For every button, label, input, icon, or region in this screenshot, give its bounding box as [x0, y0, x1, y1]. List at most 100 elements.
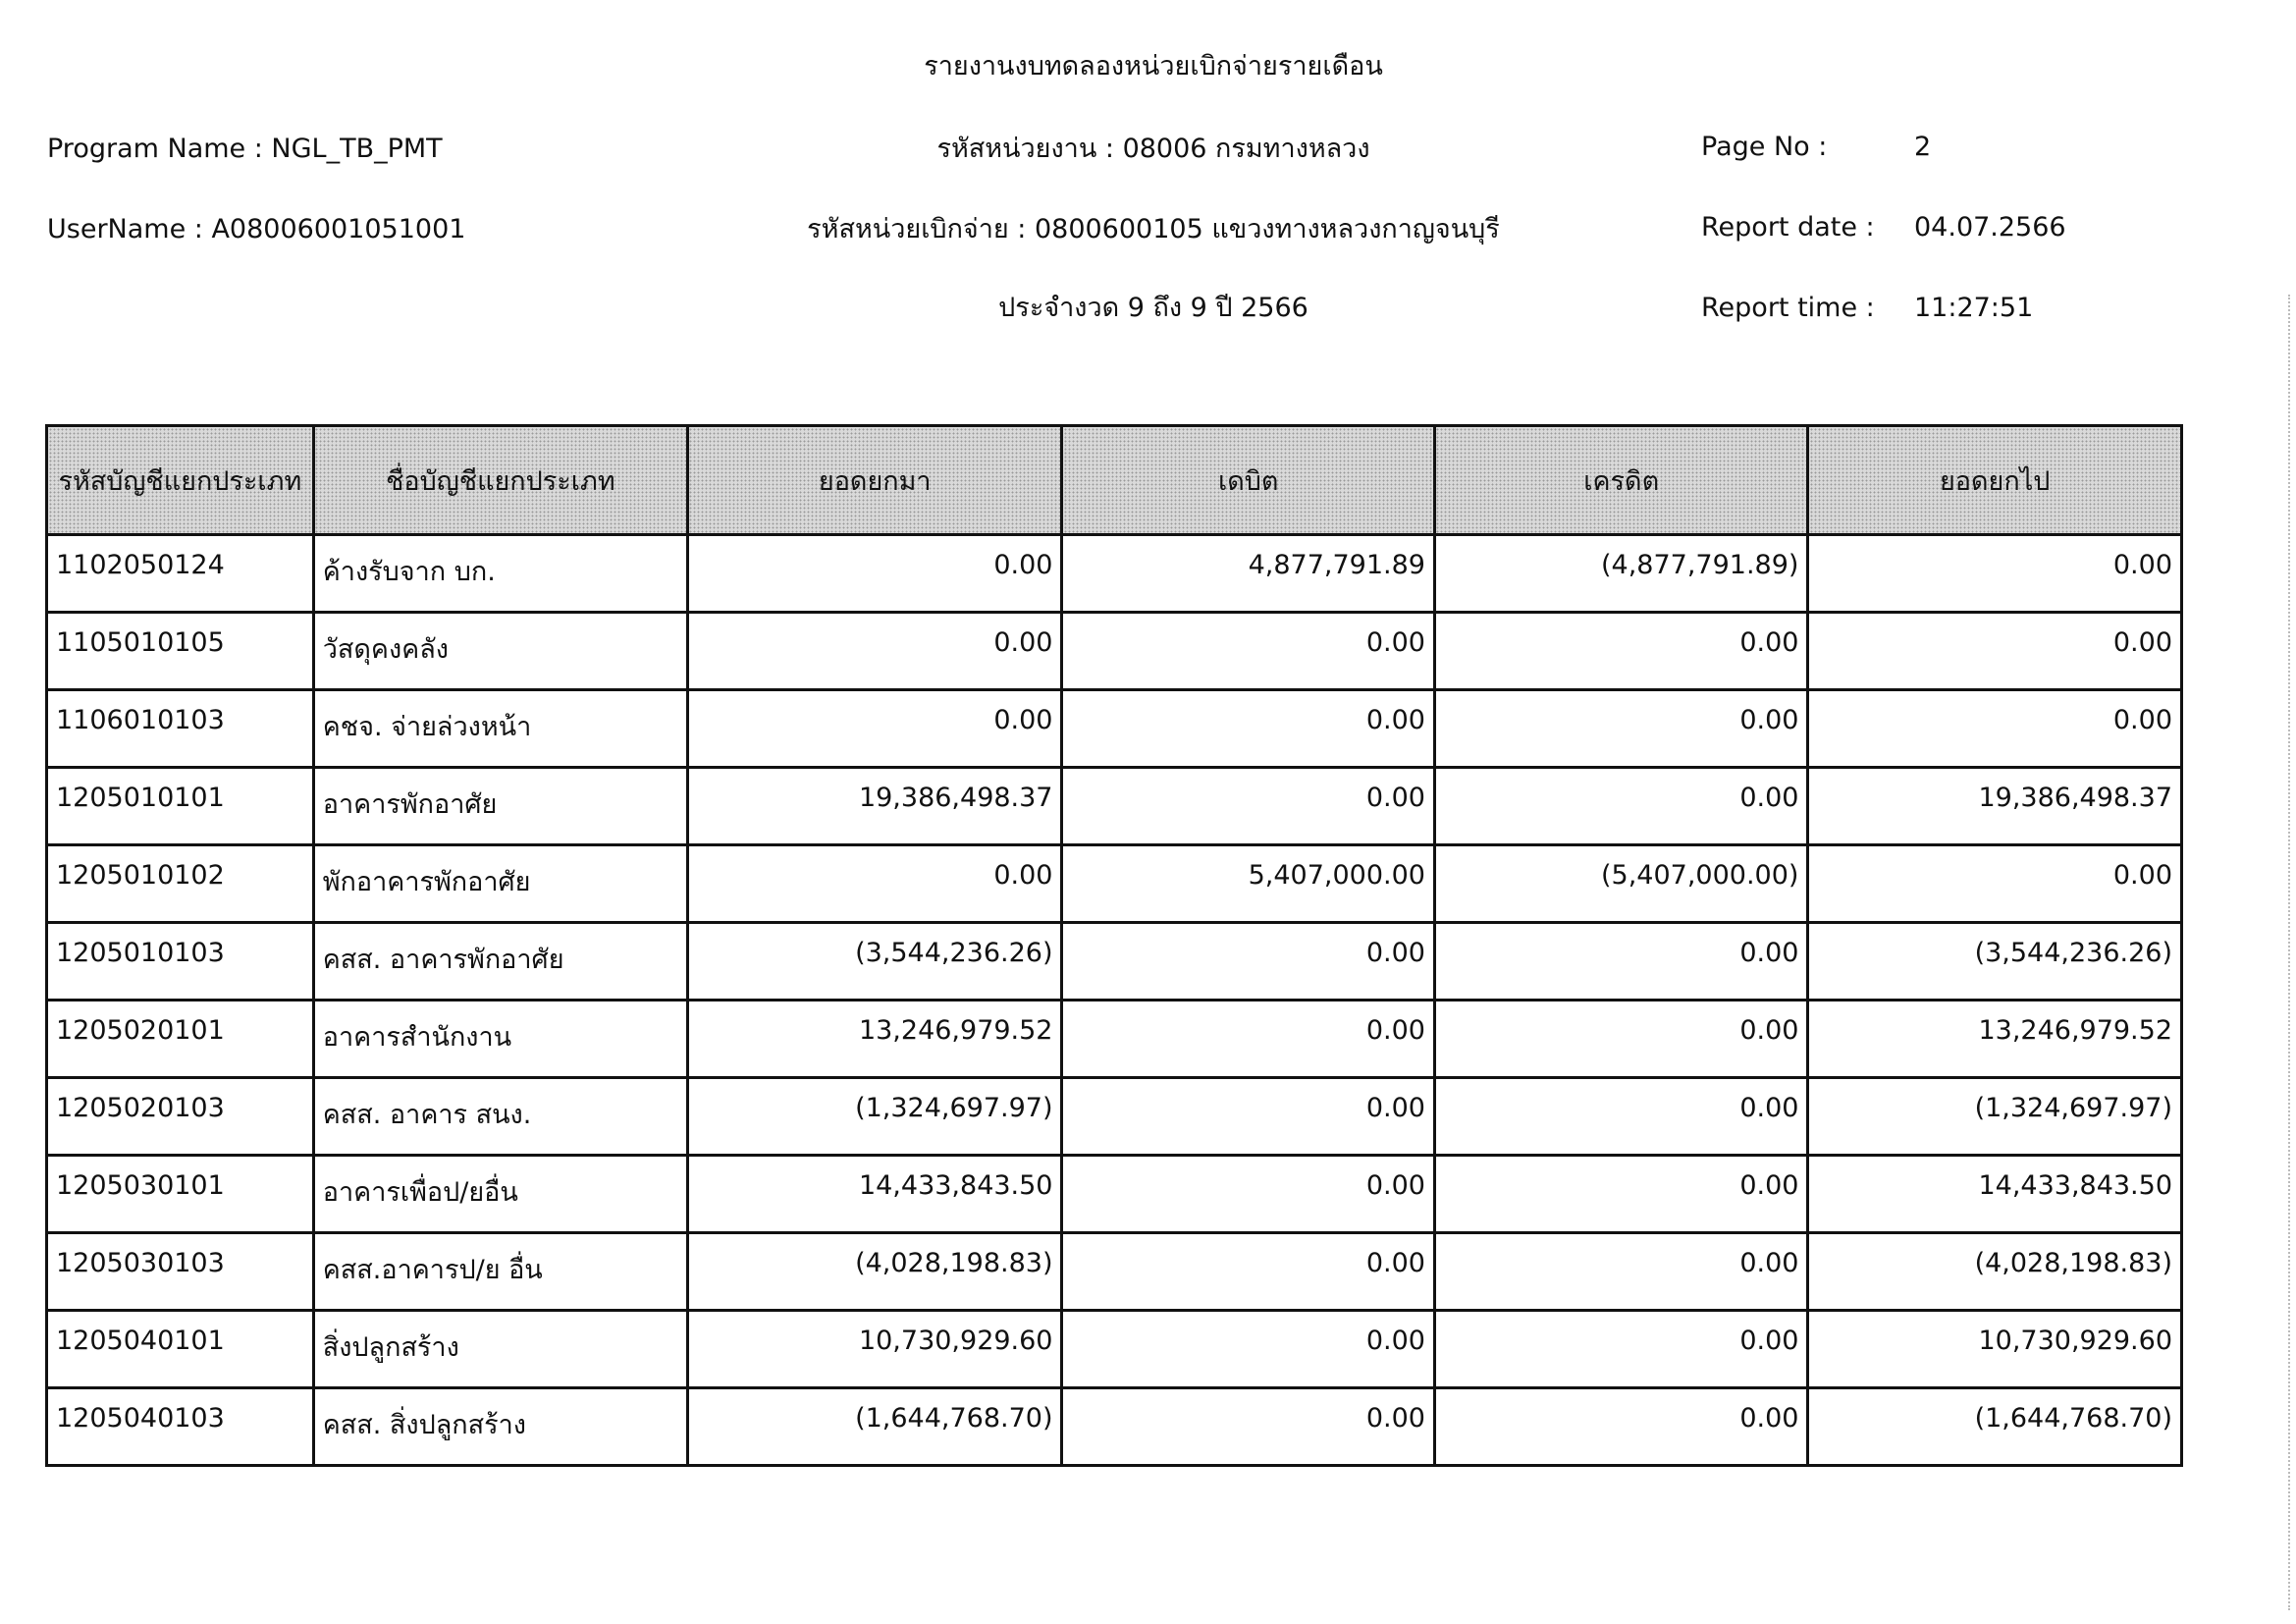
report-date-label: Report date : [1701, 212, 1875, 243]
report-title: รายงานงบทดลองหน่วยเบิกจ่ายรายเดือน [924, 51, 1383, 81]
disbursing-unit: รหัสหน่วยเบิกจ่าย : 0800600105 แขวงทางหล… [807, 214, 1500, 244]
cell-account-name: คสส. อาคารพักอาศัย [311, 921, 689, 1001]
table-header-row: รหัสบัญชีแยกประเภท ชื่อบัญชีแยกประเภท ยอดย… [45, 424, 2183, 536]
cell-account-name: คสส. สิ่งปลูกสร้าง [311, 1386, 689, 1467]
cell-account-code: 1105010105 [45, 611, 315, 691]
cell-debit: 0.00 [1060, 999, 1436, 1079]
cell-debit: 0.00 [1060, 1154, 1436, 1234]
column-header-closing-balance: ยอดยกไป [1806, 424, 2183, 536]
cell-debit: 0.00 [1060, 1231, 1436, 1312]
cell-debit: 0.00 [1060, 1386, 1436, 1467]
period: ประจำงวด 9 ถึง 9 ปี 2566 [998, 293, 1308, 323]
table-row: 1205010103 คสส. อาคารพักอาศัย (3,544,236.2… [45, 921, 2183, 1001]
cell-opening-balance: 0.00 [685, 533, 1064, 614]
table-row: 1205010101 อาคารพักอาศัย 19,386,498.37 0.00… [45, 766, 2183, 846]
cell-opening-balance: 13,246,979.52 [685, 999, 1064, 1079]
cell-credit: 0.00 [1432, 1386, 1810, 1467]
table-row: 1106010103 คชจ. จ่ายล่วงหน้า 0.00 0.00 0.00 0… [45, 688, 2183, 769]
cell-closing-balance: (4,028,198.83) [1806, 1231, 2183, 1312]
cell-account-code: 1205010102 [45, 843, 315, 924]
cell-opening-balance: 0.00 [685, 688, 1064, 769]
cell-credit: 0.00 [1432, 1154, 1810, 1234]
table-row: 1205030101 อาคารเพื่อป/ยอื่น 14,433,843.50… [45, 1154, 2183, 1234]
cell-opening-balance: 0.00 [685, 843, 1064, 924]
cell-account-name: วัสดุคงคลัง [311, 611, 689, 691]
report-time: 11:27:51 [1914, 293, 2034, 323]
cell-debit: 0.00 [1060, 611, 1436, 691]
cell-opening-balance: 0.00 [685, 611, 1064, 691]
cell-debit: 0.00 [1060, 1309, 1436, 1389]
cell-debit: 4,877,791.89 [1060, 533, 1436, 614]
cell-debit: 0.00 [1060, 766, 1436, 846]
cell-closing-balance: (3,544,236.26) [1806, 921, 2183, 1001]
cell-account-name: ค้างรับจาก บก. [311, 533, 689, 614]
report-time-label: Report time : [1701, 293, 1875, 323]
table-row: 1102050124 ค้างรับจาก บก. 0.00 4,877,791.89… [45, 533, 2183, 614]
cell-account-code: 1205010101 [45, 766, 315, 846]
cell-credit: 0.00 [1432, 921, 1810, 1001]
username: UserName : A08006001051001 [47, 214, 466, 244]
page-edge [2288, 295, 2290, 1610]
page-no-label: Page No : [1701, 132, 1828, 162]
column-header-opening-balance: ยอดยกมา [685, 424, 1064, 536]
cell-closing-balance: (1,644,768.70) [1806, 1386, 2183, 1467]
cell-debit: 5,407,000.00 [1060, 843, 1436, 924]
cell-credit: (5,407,000.00) [1432, 843, 1810, 924]
cell-account-name: อาคารเพื่อป/ยอื่น [311, 1154, 689, 1234]
cell-account-name: อาคารสำนักงาน [311, 999, 689, 1079]
cell-opening-balance: (1,324,697.97) [685, 1076, 1064, 1157]
cell-credit: 0.00 [1432, 1309, 1810, 1389]
cell-opening-balance: (4,028,198.83) [685, 1231, 1064, 1312]
column-header-debit: เดบิต [1060, 424, 1436, 536]
cell-opening-balance: (3,544,236.26) [685, 921, 1064, 1001]
cell-closing-balance: 13,246,979.52 [1806, 999, 2183, 1079]
cell-opening-balance: 19,386,498.37 [685, 766, 1064, 846]
table-row: 1205030103 คสส.อาคารป/ย อื่น (4,028,198.83… [45, 1231, 2183, 1312]
cell-closing-balance: 14,433,843.50 [1806, 1154, 2183, 1234]
trial-balance-table: รหัสบัญชีแยกประเภท ชื่อบัญชีแยกประเภท ยอดย… [45, 424, 2183, 1467]
cell-account-name: พักอาคารพักอาศัย [311, 843, 689, 924]
cell-credit: 0.00 [1432, 999, 1810, 1079]
cell-account-code: 1102050124 [45, 533, 315, 614]
cell-credit: 0.00 [1432, 1076, 1810, 1157]
program-name: Program Name : NGL_TB_PMT [47, 134, 443, 164]
cell-credit: 0.00 [1432, 1231, 1810, 1312]
cell-account-name: คชจ. จ่ายล่วงหน้า [311, 688, 689, 769]
cell-account-code: 1205040103 [45, 1386, 315, 1467]
cell-account-code: 1205020101 [45, 999, 315, 1079]
column-header-account-code: รหัสบัญชีแยกประเภท [45, 424, 315, 536]
cell-closing-balance: 19,386,498.37 [1806, 766, 2183, 846]
cell-account-code: 1106010103 [45, 688, 315, 769]
table-row: 1205020101 อาคารสำนักงาน 13,246,979.52 0.00… [45, 999, 2183, 1079]
cell-credit: 0.00 [1432, 766, 1810, 846]
cell-credit: 0.00 [1432, 611, 1810, 691]
table-row: 1205040101 สิ่งปลูกสร้าง 10,730,929.60 0.00… [45, 1309, 2183, 1389]
cell-account-code: 1205030103 [45, 1231, 315, 1312]
cell-debit: 0.00 [1060, 921, 1436, 1001]
cell-closing-balance: 0.00 [1806, 688, 2183, 769]
cell-closing-balance: 0.00 [1806, 611, 2183, 691]
cell-closing-balance: 0.00 [1806, 533, 2183, 614]
cell-account-code: 1205010103 [45, 921, 315, 1001]
cell-account-name: สิ่งปลูกสร้าง [311, 1309, 689, 1389]
table-row: 1205010102 พักอาคารพักอาศัย 0.00 5,407,000.… [45, 843, 2183, 924]
cell-account-code: 1205030101 [45, 1154, 315, 1234]
cell-account-name: คสส.อาคารป/ย อื่น [311, 1231, 689, 1312]
table-row: 1105010105 วัสดุคงคลัง 0.00 0.00 0.00 0.00 [45, 611, 2183, 691]
cell-opening-balance: 10,730,929.60 [685, 1309, 1064, 1389]
cell-closing-balance: 0.00 [1806, 843, 2183, 924]
cell-account-name: คสส. อาคาร สนง. [311, 1076, 689, 1157]
cell-closing-balance: (1,324,697.97) [1806, 1076, 2183, 1157]
cell-debit: 0.00 [1060, 1076, 1436, 1157]
cell-account-code: 1205020103 [45, 1076, 315, 1157]
table-row: 1205020103 คสส. อาคาร สนง. (1,324,697.97) 0… [45, 1076, 2183, 1157]
cell-credit: 0.00 [1432, 688, 1810, 769]
cell-closing-balance: 10,730,929.60 [1806, 1309, 2183, 1389]
cell-opening-balance: 14,433,843.50 [685, 1154, 1064, 1234]
report-date: 04.07.2566 [1914, 212, 2066, 243]
agency-code: รหัสหน่วยงาน : 08006 กรมทางหลวง [936, 134, 1370, 164]
cell-account-name: อาคารพักอาศัย [311, 766, 689, 846]
table-row: 1205040103 คสส. สิ่งปลูกสร้าง (1,644,768.7… [45, 1386, 2183, 1467]
cell-debit: 0.00 [1060, 688, 1436, 769]
cell-account-code: 1205040101 [45, 1309, 315, 1389]
